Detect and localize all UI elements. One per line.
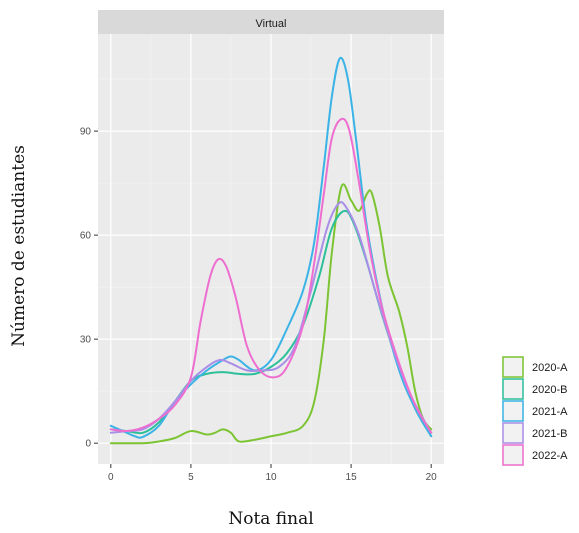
x-axis-title: Nota final — [228, 509, 313, 529]
series-line-2020-a — [109, 183, 433, 445]
x-tick-label: 15 — [346, 472, 358, 483]
series-line-2021-b — [109, 201, 433, 434]
legend-swatch-2021-b — [502, 422, 524, 444]
legend-label: 2021-B — [532, 428, 567, 440]
y-tick-label: 0 — [85, 439, 91, 450]
legend-swatch-2020-a — [502, 356, 524, 378]
x-tick-label: 20 — [426, 472, 438, 483]
panel-strip: Virtual — [98, 10, 444, 34]
legend-key-2021-b — [502, 422, 524, 444]
legend-label: 2022-A — [532, 450, 568, 462]
legend-key-2022-a — [502, 444, 524, 466]
grid-lines — [98, 34, 444, 464]
legend: 2020-A 2020-B 2021-A 2021-B 2022-A — [502, 356, 568, 466]
panel-strip-background — [98, 10, 444, 34]
legend-label: 2020-B — [532, 384, 567, 396]
legend-label: 2020-A — [532, 362, 568, 374]
legend-label: 2021-A — [532, 406, 568, 418]
legend-key-2020-a — [502, 356, 524, 378]
x-tick-label: 5 — [188, 472, 194, 483]
y-tick-label: 60 — [80, 231, 92, 242]
legend-swatch-2020-b — [502, 378, 524, 400]
series-line-2022-a — [109, 117, 433, 434]
x-tick-label: 10 — [265, 472, 277, 483]
legend-key-2021-a — [502, 400, 524, 422]
series-lines — [109, 56, 433, 445]
legend-swatch-2022-a — [502, 444, 524, 466]
legend-swatch-2021-a — [502, 400, 524, 422]
y-tick-label: 90 — [80, 127, 92, 138]
legend-key-2020-b — [502, 378, 524, 400]
x-axis: 0 5 10 15 20 — [108, 464, 437, 483]
y-axis-title: Número de estudiantes — [9, 145, 29, 347]
y-axis: 0 30 60 90 — [80, 127, 98, 450]
y-tick-label: 30 — [80, 335, 92, 346]
x-tick-label: 0 — [108, 472, 114, 483]
panel-title: Virtual — [256, 18, 287, 30]
